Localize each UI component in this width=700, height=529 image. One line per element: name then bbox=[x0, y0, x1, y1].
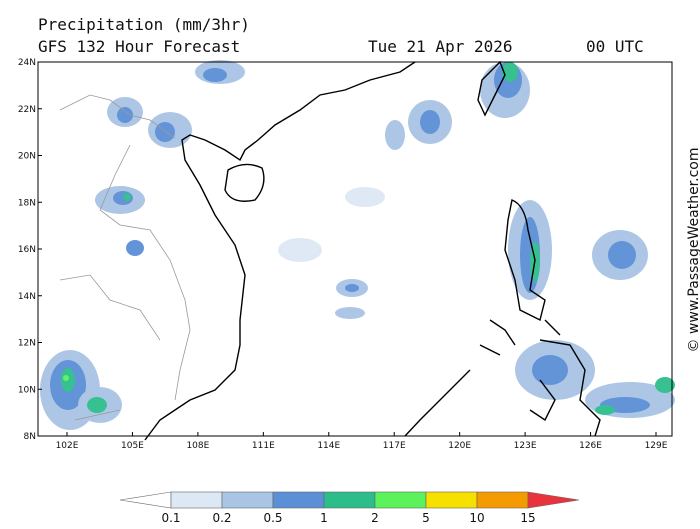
lon-label: 111E bbox=[252, 441, 275, 451]
colorbar-segment bbox=[323, 491, 376, 509]
credit: © www.PassageWeather.com bbox=[686, 147, 700, 352]
colorbar-segment bbox=[374, 491, 427, 509]
coastline bbox=[144, 60, 601, 441]
forecast-date: Tue 21 Apr 2026 bbox=[368, 37, 513, 56]
lon-label: 120E bbox=[448, 441, 471, 451]
lon-label: 108E bbox=[186, 441, 209, 451]
forecast-time: 00 UTC bbox=[586, 37, 644, 56]
colorbar-segment bbox=[221, 491, 274, 509]
colorbar-label: 0.1 bbox=[161, 511, 180, 525]
title: Precipitation (mm/3hr) bbox=[38, 15, 250, 34]
colorbar-left-end bbox=[119, 491, 172, 509]
lon-label: 102E bbox=[56, 441, 79, 451]
colorbar-label: 1 bbox=[320, 511, 328, 525]
colorbar-right-end bbox=[527, 491, 580, 509]
lon-label: 105E bbox=[121, 441, 144, 451]
lon-label: 117E bbox=[383, 441, 406, 451]
colorbar-segment bbox=[476, 491, 529, 509]
colorbar-label: 2 bbox=[371, 511, 379, 525]
lon-label: 129E bbox=[645, 441, 668, 451]
colorbar-label: 0.5 bbox=[263, 511, 282, 525]
lat-label: 12N bbox=[18, 339, 36, 349]
lon-label: 126E bbox=[579, 441, 602, 451]
lat-label: 20N bbox=[18, 152, 36, 162]
colorbar-label: 10 bbox=[469, 511, 484, 525]
lat-label: 18N bbox=[18, 198, 36, 208]
colorbar: 0.1 0.2 0.5 1 2 5 10 15 bbox=[119, 491, 580, 525]
colorbar-segment bbox=[425, 491, 478, 509]
lat-label: 22N bbox=[18, 105, 36, 115]
colorbar-label: 5 bbox=[422, 511, 430, 525]
lon-label: 123E bbox=[514, 441, 537, 451]
colorbar-label: 0.2 bbox=[212, 511, 231, 525]
lat-label: 24N bbox=[18, 58, 36, 68]
lat-label: 14N bbox=[18, 292, 36, 302]
map bbox=[37, 60, 675, 441]
lat-label: 10N bbox=[18, 385, 36, 395]
lat-label: 16N bbox=[18, 245, 36, 255]
subtitle: GFS 132 Hour Forecast bbox=[38, 37, 240, 56]
lat-label: 8N bbox=[24, 432, 36, 442]
colorbar-segment bbox=[170, 491, 223, 509]
colorbar-segment bbox=[272, 491, 325, 509]
lon-label: 114E bbox=[317, 441, 340, 451]
borders bbox=[59, 94, 191, 421]
colorbar-label: 15 bbox=[520, 511, 535, 525]
